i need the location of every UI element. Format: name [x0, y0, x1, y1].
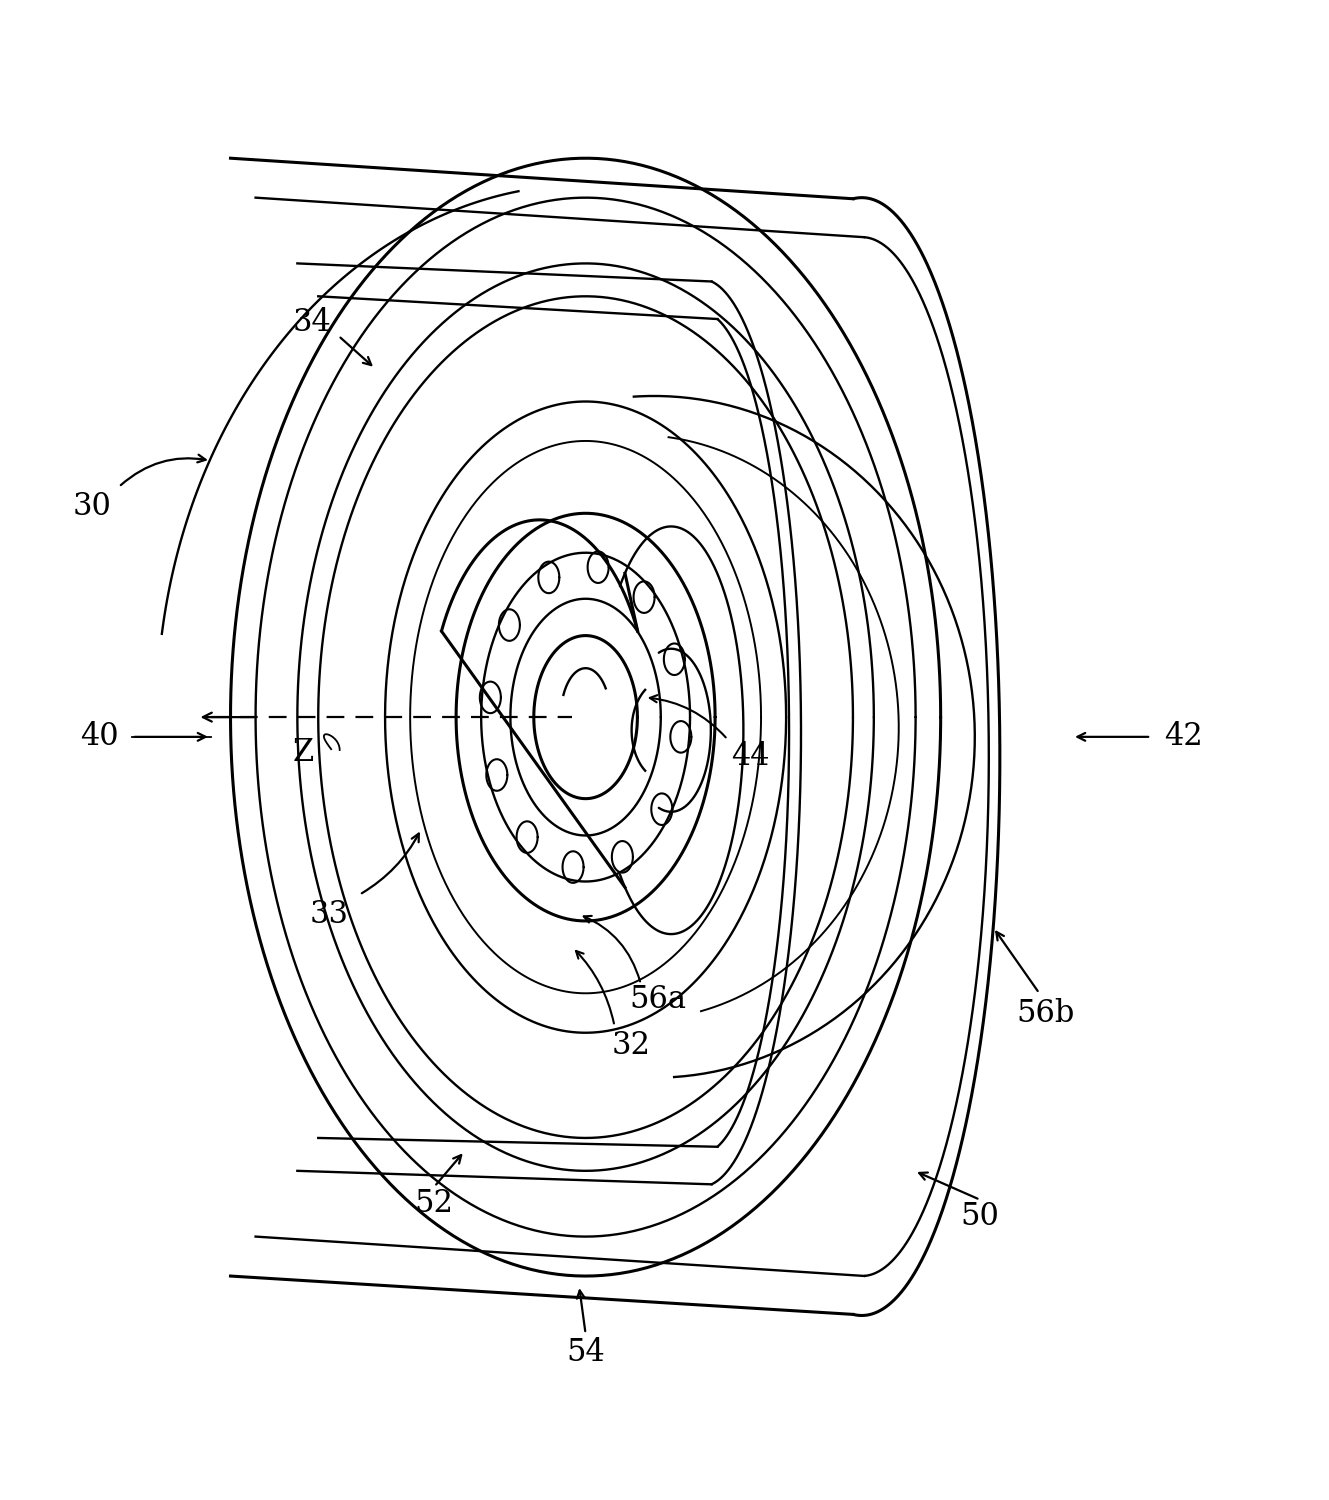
Text: 33: 33	[310, 898, 348, 930]
Text: 34: 34	[292, 308, 331, 338]
Text: 50: 50	[961, 1202, 999, 1233]
Text: 42: 42	[1164, 722, 1203, 753]
Text: Z: Z	[292, 736, 314, 768]
Text: 30: 30	[73, 490, 112, 522]
Text: 56a: 56a	[630, 984, 686, 1016]
Text: 52: 52	[415, 1188, 455, 1219]
Text: 54: 54	[566, 1336, 605, 1368]
Text: 40: 40	[80, 722, 118, 753]
Text: 44: 44	[731, 741, 769, 772]
Text: 32: 32	[613, 1030, 651, 1062]
Text: 56b: 56b	[1017, 998, 1075, 1029]
